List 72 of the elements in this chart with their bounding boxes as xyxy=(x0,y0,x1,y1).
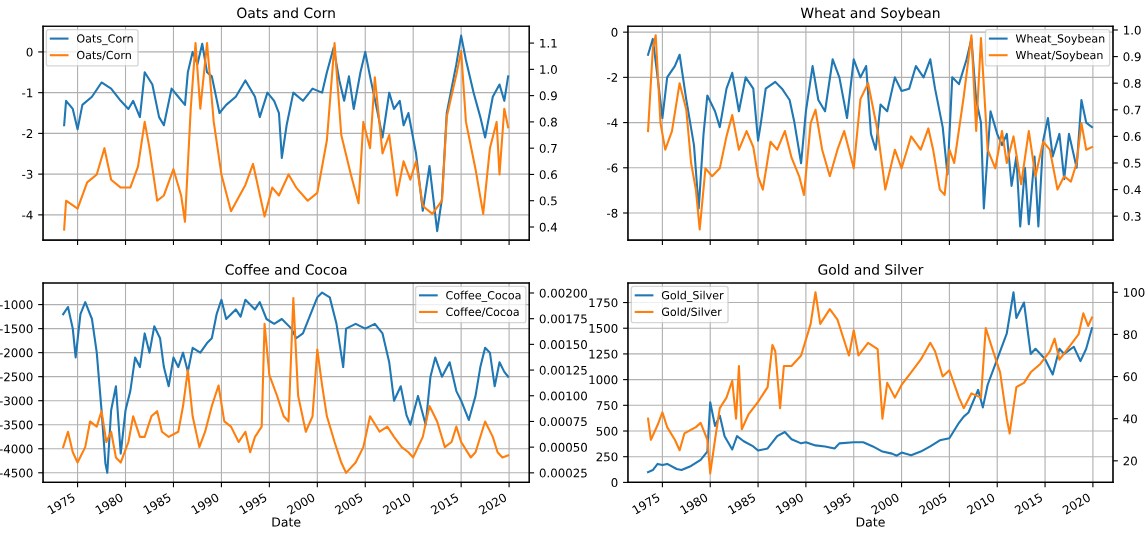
y2-tick-label: 0.00025 xyxy=(539,468,587,478)
y-tick-label: -2 xyxy=(607,73,618,82)
chart-title: Gold and Silver xyxy=(818,264,924,275)
legend-label: Gold/Silver xyxy=(661,307,722,317)
y-tick-label: 1000 xyxy=(589,375,618,385)
y-tick-label: -4 xyxy=(22,210,33,220)
y2-tick-label: 0.5 xyxy=(1123,158,1141,168)
y-tick-label: -1 xyxy=(22,88,33,98)
y-tick-label: -8 xyxy=(607,208,618,218)
y-tick-label: 0 xyxy=(611,478,618,488)
y-tick-label: -2000 xyxy=(0,348,33,358)
y2-tick-label: 0.4 xyxy=(539,222,558,232)
y2-tick-label: 0.00200 xyxy=(539,288,587,298)
y-tick-label: -3 xyxy=(22,169,33,179)
y2-tick-label: 0.9 xyxy=(1123,52,1141,62)
y2-tick-label: 40 xyxy=(1123,414,1137,424)
y2-tick-label: 0.6 xyxy=(1123,132,1141,142)
y2-tick-label: 0.00050 xyxy=(539,442,587,452)
y-tick-label: 500 xyxy=(596,426,618,436)
y-tick-label: -3500 xyxy=(0,420,33,430)
x-axis-title: Date xyxy=(272,517,301,527)
legend-label: Wheat_Soybean xyxy=(1015,34,1105,46)
y2-tick-label: 0.9 xyxy=(539,91,557,101)
x-tick-label: 1990 xyxy=(190,492,220,515)
chart-title: Oats and Corn xyxy=(237,7,335,19)
y-tick-label: 1500 xyxy=(589,323,618,333)
y-tick-label: 1250 xyxy=(589,349,618,359)
x-tick-label: 1980 xyxy=(679,492,709,515)
legend-label: Oats/Corn xyxy=(77,50,131,61)
y2-tick-label: 0.8 xyxy=(539,117,557,127)
legend-label: Coffee/Cocoa xyxy=(446,307,519,317)
y2-tick-label: 0.7 xyxy=(1123,105,1141,115)
x-tick-label: 1980 xyxy=(95,492,124,515)
legend-label: Wheat/Soybean xyxy=(1015,50,1103,62)
y2-tick-label: 0.6 xyxy=(539,170,557,180)
y2-tick-label: 0.3 xyxy=(1123,211,1141,221)
chart-title: Wheat and Soybean xyxy=(800,7,940,21)
legend-label: Coffee_Cocoa xyxy=(446,290,521,302)
y2-tick-label: 80 xyxy=(1123,330,1137,340)
y2-tick-label: 0.00150 xyxy=(539,340,587,350)
y-tick-label: -1500 xyxy=(0,324,33,334)
y2-tick-label: 0.00075 xyxy=(539,417,587,427)
y2-tick-label: 1.1 xyxy=(540,38,557,48)
y-tick-label: -4500 xyxy=(0,468,33,478)
y-tick-label: 750 xyxy=(596,401,618,410)
y2-tick-label: 1.0 xyxy=(1124,25,1141,35)
y-tick-label: 1750 xyxy=(589,298,618,308)
legend-label: Gold_Silver xyxy=(661,290,724,302)
y2-tick-label: 60 xyxy=(1123,372,1137,382)
y-tick-label: 0 xyxy=(26,47,33,57)
legend-label: Oats_Corn xyxy=(77,34,133,46)
y2-tick-label: 0.7 xyxy=(539,143,557,153)
y2-tick-label: 20 xyxy=(1123,456,1137,466)
y-tick-label: -2 xyxy=(22,129,33,138)
y-tick-label: 0 xyxy=(611,27,618,37)
chart-title: Coffee and Cocoa xyxy=(225,264,347,275)
y-tick-label: -3000 xyxy=(0,396,33,406)
y2-tick-label: 0.00125 xyxy=(539,365,587,375)
y2-tick-label: 1.0 xyxy=(540,65,557,75)
x-axis-title: Date xyxy=(856,517,885,527)
y2-tick-label: 0.00100 xyxy=(539,391,587,401)
y2-tick-label: 100 xyxy=(1124,288,1145,297)
y2-tick-label: 0.4 xyxy=(1123,185,1141,195)
y-tick-label: -1000 xyxy=(0,300,33,310)
y-tick-label: -6 xyxy=(607,163,618,173)
y2-tick-label: 0.8 xyxy=(1123,78,1141,88)
y-tick-label: -4 xyxy=(607,118,618,128)
y2-tick-label: 0.5 xyxy=(539,196,557,206)
y-tick-label: -2500 xyxy=(0,372,33,382)
y-tick-label: 250 xyxy=(596,452,618,462)
y-tick-label: -4000 xyxy=(0,444,33,454)
y2-tick-label: 0.00175 xyxy=(539,314,587,324)
